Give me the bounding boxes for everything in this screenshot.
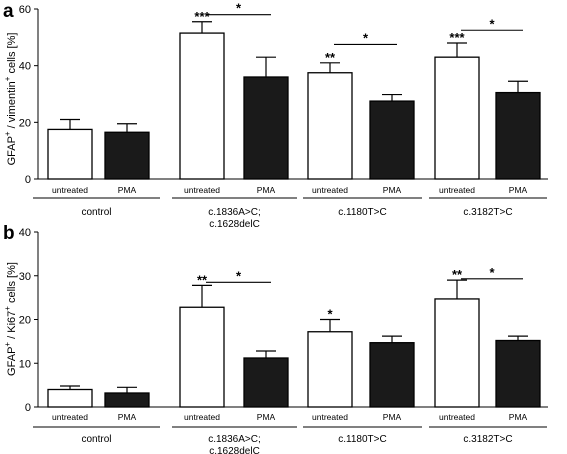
panel-b-bar bbox=[47, 388, 93, 408]
panel-a-significance-stars: *** bbox=[449, 30, 465, 45]
panel-b-y-tick-label: 10 bbox=[19, 358, 31, 370]
panel-a-category-label: PMA bbox=[383, 185, 402, 195]
panel-a-bar bbox=[243, 76, 289, 180]
panel-a-bar bbox=[495, 91, 541, 180]
panel-b-label: b bbox=[3, 223, 15, 244]
panel-a-y-tick-label: 20 bbox=[19, 117, 31, 129]
panel-b-significance-stars: ** bbox=[197, 272, 208, 287]
panel-a-comparison-star: * bbox=[236, 1, 242, 16]
panel-a-category-label: PMA bbox=[509, 185, 528, 195]
panel-b-bar bbox=[243, 357, 289, 408]
panel-a-group-label-line2: c.1628delC bbox=[209, 219, 260, 230]
panel-a-category-label: PMA bbox=[257, 185, 276, 195]
panel-b-category-label: untreated bbox=[312, 412, 348, 422]
panel-a-bar bbox=[307, 72, 353, 180]
panel-b-category-label: PMA bbox=[257, 412, 276, 422]
panel-a-label: a bbox=[3, 1, 14, 22]
panel-a-y-tick-label: 60 bbox=[19, 4, 31, 16]
panel-b-bar bbox=[179, 306, 225, 408]
panel-b-comparison-star: * bbox=[236, 268, 242, 283]
panel-a-group-label: c.1836A>C; bbox=[208, 207, 261, 218]
panel-b-bar bbox=[369, 342, 415, 408]
panel-b-group-label-line2: c.1628delC bbox=[209, 446, 260, 454]
panel-a-significance-stars: *** bbox=[194, 9, 210, 24]
panel-b-y-axis-label: GFAP+ / Ki67+ cells [%] bbox=[3, 262, 18, 376]
panel-a-comparison-star: * bbox=[363, 30, 369, 45]
panel-a-group-label: c.3182T>C bbox=[463, 207, 512, 218]
panel-b-category-label: untreated bbox=[52, 412, 88, 422]
panel-a-category-label: untreated bbox=[52, 185, 88, 195]
panel-b-group-label: c.1836A>C; bbox=[208, 434, 261, 445]
panel-a: a GFAP+ / vimentin+ cells [%] 0 20 40 60 unt… bbox=[3, 1, 548, 230]
panel-a-bar bbox=[434, 56, 480, 180]
panel-a-plot: 0 20 40 60 untreated PMA untreated PMA untreated… bbox=[19, 1, 548, 230]
panel-b-category-label: untreated bbox=[184, 412, 220, 422]
panel-a-significance-stars: ** bbox=[325, 50, 336, 65]
panel-b-y-tick-label: 40 bbox=[19, 227, 31, 239]
panel-a-bar bbox=[47, 128, 93, 180]
panel-a-y-axis-label: GFAP+ / vimentin+ cells [%] bbox=[3, 33, 18, 166]
panel-b-group-label: c.3182T>C bbox=[463, 434, 512, 445]
panel-b-group-label: c.1180T>C bbox=[338, 434, 386, 445]
panel-b-y-tick-label: 0 bbox=[25, 402, 31, 414]
panel-a-group-label: c.1180T>C bbox=[338, 207, 386, 218]
panel-a-bar bbox=[369, 100, 415, 180]
panel-b-category-label: untreated bbox=[439, 412, 475, 422]
panel-a-category-label: PMA bbox=[118, 185, 137, 195]
panel-b-comparison-star: * bbox=[489, 265, 495, 280]
panel-b-y-tick-label: 20 bbox=[19, 315, 31, 327]
panel-b-category-label: PMA bbox=[118, 412, 137, 422]
panel-a-group-label: control bbox=[81, 207, 111, 218]
panel-b-plot: 0 10 20 30 40 untreated PMA untreated PMA untreat… bbox=[19, 227, 548, 454]
panel-a-y-tick-label: 40 bbox=[19, 61, 31, 73]
panel-b-bar bbox=[495, 339, 541, 408]
panel-b: b GFAP+ / Ki67+ cells [%] 0 10 20 30 40 untre… bbox=[3, 223, 548, 454]
panel-a-bar bbox=[104, 131, 150, 180]
panel-a-category-label: untreated bbox=[439, 185, 475, 195]
panel-b-bar bbox=[307, 331, 353, 408]
panel-a-bar bbox=[179, 32, 225, 180]
panel-b-category-label: PMA bbox=[509, 412, 528, 422]
panel-b-group-label: control bbox=[81, 434, 111, 445]
panel-b-y-tick-label: 30 bbox=[19, 271, 31, 283]
panel-b-significance-stars: ** bbox=[452, 267, 463, 282]
panel-b-significance-stars: * bbox=[327, 307, 333, 322]
panel-a-y-tick-label: 0 bbox=[25, 174, 31, 186]
panel-a-comparison-star: * bbox=[489, 16, 495, 31]
panel-a-category-label: untreated bbox=[312, 185, 348, 195]
panel-b-bar bbox=[434, 298, 480, 408]
panel-a-category-label: untreated bbox=[184, 185, 220, 195]
panel-b-category-label: PMA bbox=[383, 412, 402, 422]
panel-b-bar bbox=[104, 392, 150, 408]
